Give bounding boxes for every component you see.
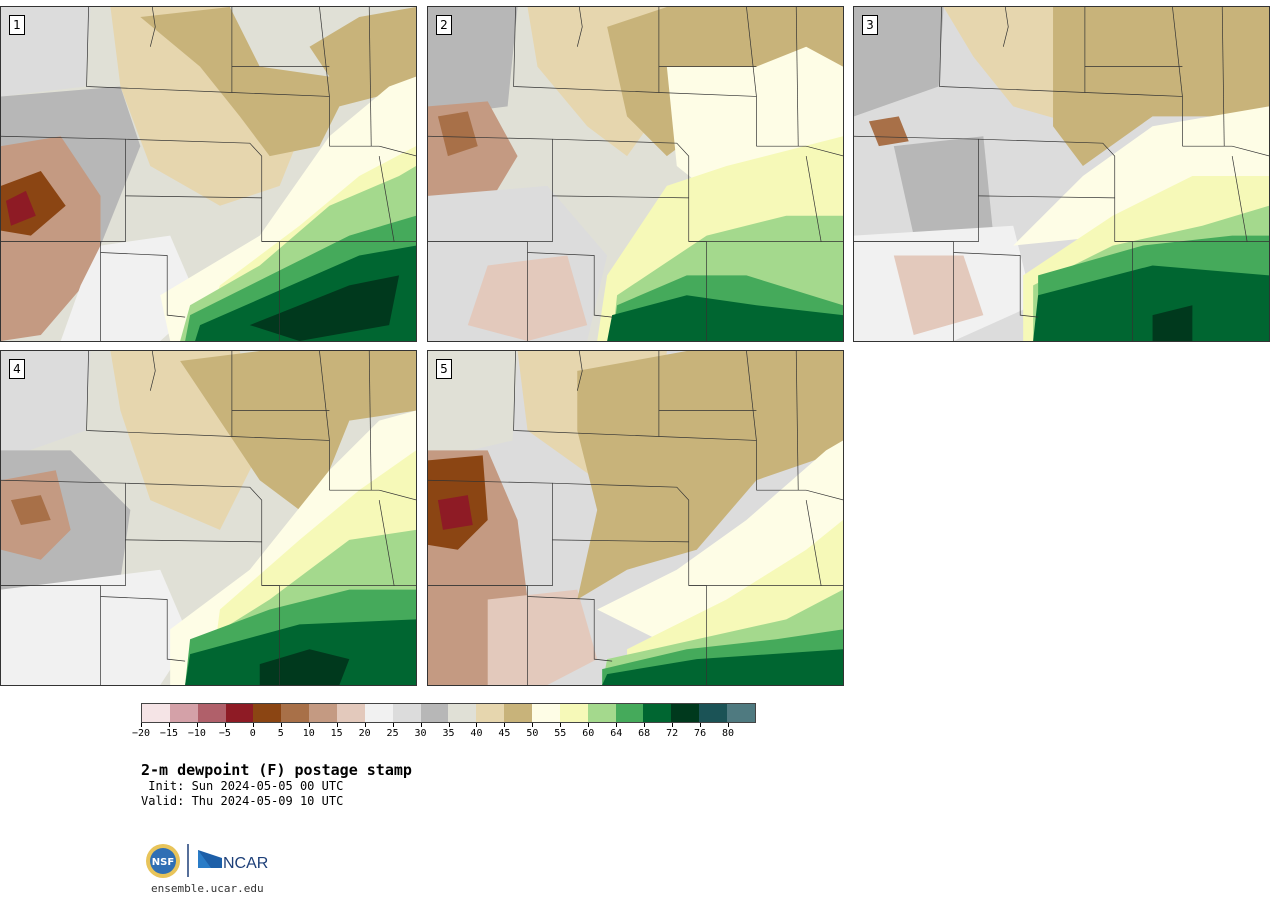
forecast-panel-4: 4 (0, 350, 417, 686)
nsf-text: NSF (152, 857, 174, 868)
colorbar-tick (560, 723, 562, 727)
colorbar-segment (225, 704, 254, 722)
colorbar-tick-label: 55 (554, 728, 567, 739)
colorbar-segment (309, 704, 338, 722)
panel-number: 1 (9, 15, 25, 35)
colorbar-tick-label: 30 (414, 728, 427, 739)
colorbar-tick (280, 723, 282, 727)
colorbar-tick-label: 20 (358, 728, 371, 739)
colorbar-tick-label: 60 (582, 728, 595, 739)
colorbar-tick-label: −15 (159, 728, 178, 739)
colorbar-segment (337, 704, 365, 722)
colorbar-segment (559, 704, 588, 722)
colorbar-tick-label: −10 (187, 728, 206, 739)
colorbar-tick (728, 723, 730, 727)
dewpoint-map (1, 7, 416, 341)
colorbar-segment (142, 704, 170, 722)
colorbar-tick (224, 723, 226, 727)
colorbar-tick-label: 68 (638, 728, 651, 739)
colorbar-tick-label: 80 (722, 728, 735, 739)
panel-number: 4 (9, 359, 25, 379)
panel-number: 5 (436, 359, 452, 379)
colorbar-segment (699, 704, 728, 722)
colorbar-tick-label: 40 (470, 728, 483, 739)
forecast-panel-5: 5 (427, 350, 844, 686)
ncar-text: NCAR (223, 855, 268, 872)
colorbar-tick-label: 35 (442, 728, 455, 739)
colorbar-tick-label: 10 (302, 728, 315, 739)
dewpoint-map (428, 7, 843, 341)
colorbar-tick-label: 25 (386, 728, 399, 739)
nsf-seal-icon: NSF (146, 844, 180, 878)
colorbar-tick (476, 723, 478, 727)
dewpoint-map (854, 7, 1269, 341)
colorbar-tick (196, 723, 198, 727)
colorbar-tick (308, 723, 310, 727)
dewpoint-colorbar (141, 703, 756, 723)
colorbar-tick-label: −5 (218, 728, 231, 739)
dewpoint-map (1, 351, 416, 685)
colorbar-tick (532, 723, 534, 727)
colorbar-segment (364, 704, 393, 722)
colorbar-tick-label: 72 (666, 728, 679, 739)
colorbar-tick (644, 723, 646, 727)
forecast-panel-2: 2 (427, 6, 844, 342)
colorbar-tick (448, 723, 450, 727)
colorbar-tick (588, 723, 590, 727)
ncar-logo-icon: NCAR (198, 850, 268, 872)
colorbar-segment (671, 704, 700, 722)
colorbar-ticks: −20 −15 −10 −5 0 5 10 15 20 25 30 35 40 45 50 55 60 64 68 7… (132, 723, 756, 743)
valid-time: Valid: Thu 2024-05-09 10 UTC (141, 794, 344, 808)
colorbar-segment (727, 704, 755, 722)
colorbar-tick (700, 723, 702, 727)
colorbar-segment (643, 704, 672, 722)
colorbar-segment (448, 704, 477, 722)
forecast-panel-3: 3 (853, 6, 1270, 342)
colorbar-segment (420, 704, 449, 722)
colorbar-tick-label: 64 (610, 728, 623, 739)
site-url: ensemble.ucar.edu (151, 882, 264, 895)
colorbar-tick-label: 76 (694, 728, 707, 739)
colorbar-tick (168, 723, 170, 727)
figure-title: 2-m dewpoint (F) postage stamp (141, 761, 412, 779)
colorbar-tick-label: 0 (249, 728, 256, 739)
colorbar-segment (197, 704, 226, 722)
colorbar-tick (252, 723, 254, 727)
colorbar-tick (392, 723, 394, 727)
dewpoint-map (428, 351, 843, 685)
colorbar-segment (587, 704, 616, 722)
colorbar-tick (504, 723, 506, 727)
colorbar-tick-label: −20 (131, 728, 151, 739)
colorbar-tick (672, 723, 674, 727)
colorbar-tick (616, 723, 618, 727)
init-time: Init: Sun 2024-05-05 00 UTC (141, 779, 344, 793)
colorbar-segment (169, 704, 198, 722)
colorbar-tick (420, 723, 422, 727)
nsf-ncar-logo: NSF NCAR (145, 843, 275, 879)
colorbar-tick-label: 45 (498, 728, 511, 739)
colorbar-segment (532, 704, 560, 722)
colorbar-tick-label: 15 (330, 728, 343, 739)
colorbar-tick (336, 723, 338, 727)
colorbar-segment (392, 704, 421, 722)
colorbar-segment (504, 704, 533, 722)
panel-number: 3 (862, 15, 878, 35)
colorbar-tick (364, 723, 366, 727)
colorbar-tick (141, 723, 142, 727)
colorbar-tick-label: 50 (526, 728, 539, 739)
colorbar-segment (615, 704, 644, 722)
colorbar-segment (253, 704, 282, 722)
colorbar-segment (281, 704, 310, 722)
panel-number: 2 (436, 15, 452, 35)
forecast-panel-1: 1 (0, 6, 417, 342)
colorbar-segment (476, 704, 505, 722)
colorbar-tick-label: 5 (277, 728, 284, 739)
